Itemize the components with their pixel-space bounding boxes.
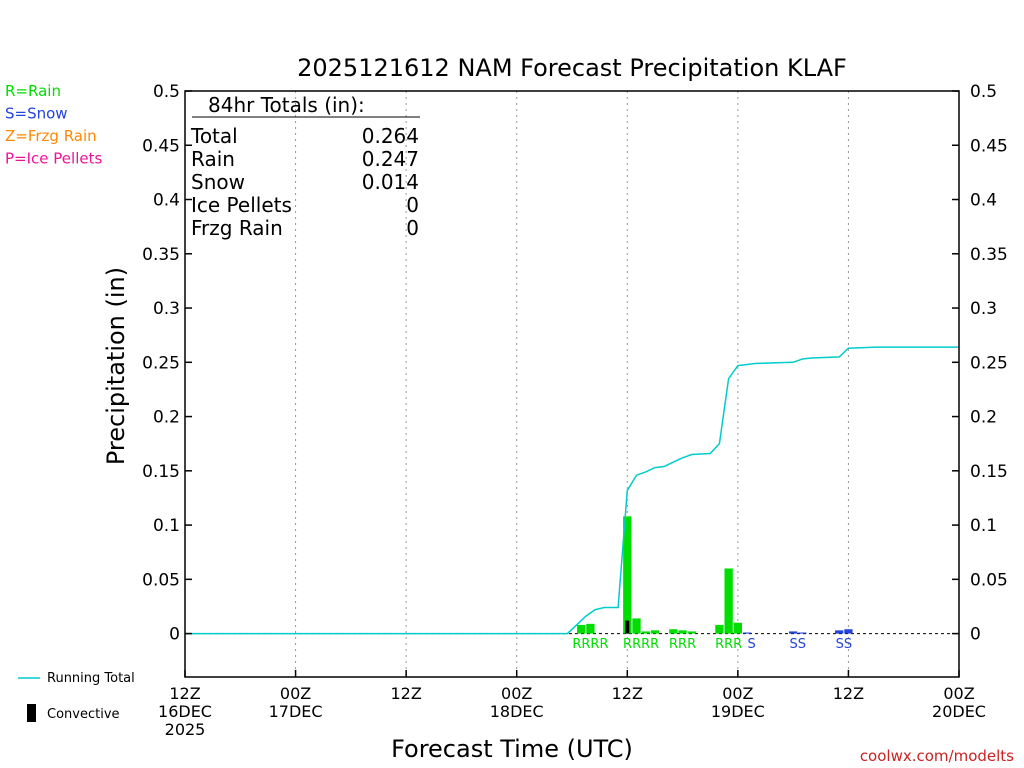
x-tick-label: 19DEC <box>711 702 765 721</box>
x-tick-label: 12Z <box>390 684 421 703</box>
rain-bar <box>623 516 632 634</box>
x-tick-label: 00Z <box>501 684 532 703</box>
running-total-line <box>185 346 959 635</box>
rain-bar <box>650 630 660 634</box>
totals-row-value: 0.264 <box>362 124 419 148</box>
y-tick-label-left: 0.1 <box>153 516 180 536</box>
x-tick-label: 12Z <box>612 684 643 703</box>
totals-row-label: Snow <box>191 170 245 194</box>
rain-bar <box>577 624 586 634</box>
y-tick-label-left: 0.2 <box>153 408 180 428</box>
y-tick-label-left: 0.4 <box>153 191 180 211</box>
y-tick-label-left: 0.35 <box>142 245 180 265</box>
totals-row-label: Ice Pellets <box>191 193 292 217</box>
x-axis-label: Forecast Time (UTC) <box>391 735 633 763</box>
rain-bar <box>586 623 595 634</box>
ptype-legend-entry: R=Rain <box>5 82 61 100</box>
x-tick-label: 12Z <box>833 684 864 703</box>
ptype-markers: RRRR RRRR RRR RRR S SS SS <box>572 637 852 652</box>
chart-title: 2025121612 NAM Forecast Precipitation KL… <box>297 54 847 82</box>
ptype-legend-entry: P=Ice Pellets <box>5 150 102 168</box>
ptype-marker: RRR <box>715 637 742 652</box>
credit-text: coolwx.com/modelts <box>860 747 1014 765</box>
totals-row-value: 0 <box>406 216 419 240</box>
running-total-line-group <box>185 346 959 635</box>
x-tick-label: 20DEC <box>932 702 986 721</box>
ptype-marker: SS <box>789 637 806 652</box>
x-tick-label: 00Z <box>943 684 974 703</box>
totals-row-label: Frzg Rain <box>191 216 283 240</box>
y-tick-label-right: 0.05 <box>970 570 1008 590</box>
totals-header: 84hr Totals (in): <box>208 93 365 117</box>
x-tick-label: 12Z <box>169 684 200 703</box>
ptype-legend-entry: S=Snow <box>5 105 68 123</box>
rain-bar <box>632 618 641 634</box>
ptype-legend: R=Rain S=Snow Z=Frzg Rain P=Ice Pellets <box>5 82 102 168</box>
totals-row-label: Rain <box>191 147 235 171</box>
y-tick-label-right: 0.45 <box>970 136 1008 156</box>
totals-box: 84hr Totals (in): Total 0.264 Rain 0.247 Sno… <box>190 93 420 240</box>
rain-bar <box>641 631 650 634</box>
snow-bar <box>798 632 807 634</box>
snow-bar <box>788 631 798 634</box>
plot-frame <box>184 90 960 678</box>
rain-bar <box>687 631 696 634</box>
rain-bar <box>724 568 733 634</box>
y-tick-label-right: 0.3 <box>970 299 997 319</box>
ptype-marker: RRRR <box>572 637 608 652</box>
y-tick-label-right: 0.25 <box>970 353 1008 373</box>
bar-marks <box>577 516 853 634</box>
y-axis-label: Precipitation (in) <box>102 267 130 465</box>
ptype-marker: RRR <box>669 637 696 652</box>
rain-bar <box>678 630 687 634</box>
ptype-legend-entry: Z=Frzg Rain <box>5 127 97 145</box>
y-tick-label-left: 0.05 <box>142 570 180 590</box>
convective-legend-label: Convective <box>47 707 120 722</box>
totals-row-value: 0 <box>406 193 419 217</box>
x-tick-label: 16DEC <box>158 702 212 721</box>
y-axis-ticks: 0.5 0.5 0.45 0.45 0.4 0.4 0.35 0.35 0.3 0.3 0.25 0.… <box>142 82 1008 645</box>
y-tick-label-right: 0.15 <box>970 462 1008 482</box>
ptype-marker: SS <box>836 637 853 652</box>
totals-row-value: 0.014 <box>362 170 419 194</box>
x-tick-label: 00Z <box>280 684 311 703</box>
x-tick-label: 00Z <box>722 684 753 703</box>
y-tick-label-right: 0.4 <box>970 191 997 211</box>
y-tick-label-right: 0.5 <box>970 82 997 102</box>
x-tick-label: 17DEC <box>269 702 323 721</box>
y-tick-label-left: 0.25 <box>142 353 180 373</box>
y-tick-label-left: 0.3 <box>153 299 180 319</box>
y-tick-label-right: 0 <box>970 625 981 645</box>
totals-row-label: Total <box>190 124 238 148</box>
convective-bar <box>625 620 630 634</box>
y-tick-label-left: 0.45 <box>142 136 180 156</box>
snow-bar <box>835 630 844 634</box>
x-tick-label: 18DEC <box>490 702 544 721</box>
y-tick-label-left: 0 <box>169 625 180 645</box>
snow-bar <box>844 629 853 634</box>
snow-bar <box>742 632 752 634</box>
y-tick-label-left: 0.15 <box>142 462 180 482</box>
totals-row-value: 0.247 <box>362 147 419 171</box>
running-total-legend-label: Running Total <box>47 671 135 686</box>
convective-legend-swatch <box>27 704 36 722</box>
y-tick-label-right: 0.35 <box>970 245 1008 265</box>
rain-bar <box>733 622 743 634</box>
ptype-marker: RRRR <box>623 637 659 652</box>
rain-bar <box>715 624 724 634</box>
rain-bar <box>669 629 678 634</box>
ptype-marker: S <box>748 637 756 652</box>
y-tick-label-left: 0.5 <box>153 82 180 102</box>
x-tick-label: 2025 <box>165 720 206 739</box>
y-tick-label-right: 0.1 <box>970 516 997 536</box>
y-tick-label-right: 0.2 <box>970 408 997 428</box>
